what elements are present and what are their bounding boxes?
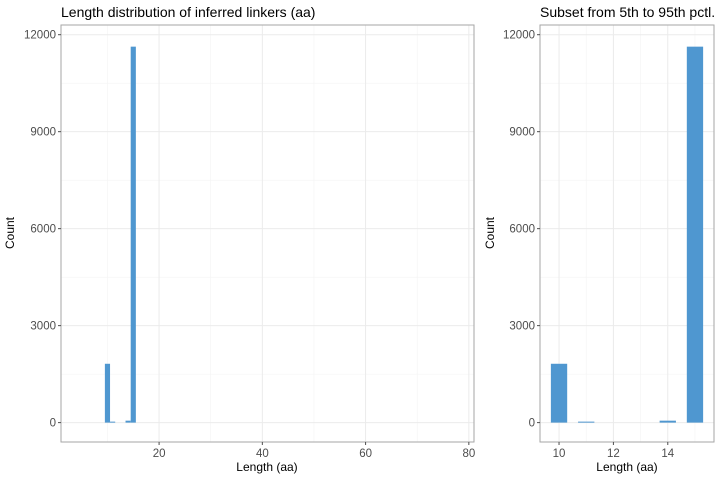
left-bar bbox=[130, 46, 136, 423]
right-y-tick-label: 6000 bbox=[509, 224, 535, 236]
left-chart-title: Length distribution of inferred linkers … bbox=[61, 4, 315, 20]
left-bar bbox=[125, 420, 131, 423]
right-y-tick-label: 12000 bbox=[503, 30, 535, 42]
left-grid bbox=[61, 25, 474, 442]
left-panel-border bbox=[60, 24, 475, 443]
left-bar bbox=[104, 363, 111, 423]
left-y-tick-label: 9000 bbox=[30, 127, 56, 139]
left-x-axis-label: Length (aa) bbox=[236, 460, 297, 474]
right-y-tick-label: 0 bbox=[529, 418, 535, 430]
right-ticks: 10 12 14 0 3000 6000 9000 12000 bbox=[503, 30, 675, 460]
left-y-tick-label: 12000 bbox=[24, 30, 56, 42]
right-y-tick-label: 3000 bbox=[509, 321, 535, 333]
left-x-tick-label: 20 bbox=[153, 448, 166, 460]
right-x-axis-label: Length (aa) bbox=[596, 460, 657, 474]
right-bar bbox=[578, 421, 595, 423]
right-x-tick-label: 14 bbox=[661, 448, 674, 460]
right-x-tick-label: 10 bbox=[553, 448, 566, 460]
left-panel: Length distribution of inferred linkers … bbox=[3, 4, 475, 474]
left-bars bbox=[104, 46, 136, 423]
left-y-axis-label: Count bbox=[3, 216, 17, 249]
right-bars bbox=[550, 46, 704, 423]
left-y-tick-label: 0 bbox=[50, 418, 56, 430]
left-y-tick-label: 6000 bbox=[30, 224, 56, 236]
right-bar bbox=[686, 46, 704, 423]
right-bar bbox=[659, 420, 676, 423]
right-panel-border bbox=[539, 24, 715, 443]
left-bar bbox=[110, 421, 116, 423]
left-ticks: 20 40 60 80 0 3000 6000 9000 12000 bbox=[24, 30, 475, 460]
right-y-tick-label: 9000 bbox=[509, 127, 535, 139]
right-panel: Subset from 5th to 95th pctl. 10 12 14 0 300… bbox=[483, 4, 715, 474]
right-bar bbox=[550, 363, 568, 423]
left-x-tick-label: 60 bbox=[359, 448, 372, 460]
right-chart-title: Subset from 5th to 95th pctl. bbox=[540, 4, 715, 20]
left-x-tick-label: 80 bbox=[462, 448, 475, 460]
left-x-tick-label: 40 bbox=[256, 448, 269, 460]
right-y-axis-label: Count bbox=[483, 216, 497, 249]
right-x-tick-label: 12 bbox=[607, 448, 620, 460]
left-y-tick-label: 3000 bbox=[30, 321, 56, 333]
